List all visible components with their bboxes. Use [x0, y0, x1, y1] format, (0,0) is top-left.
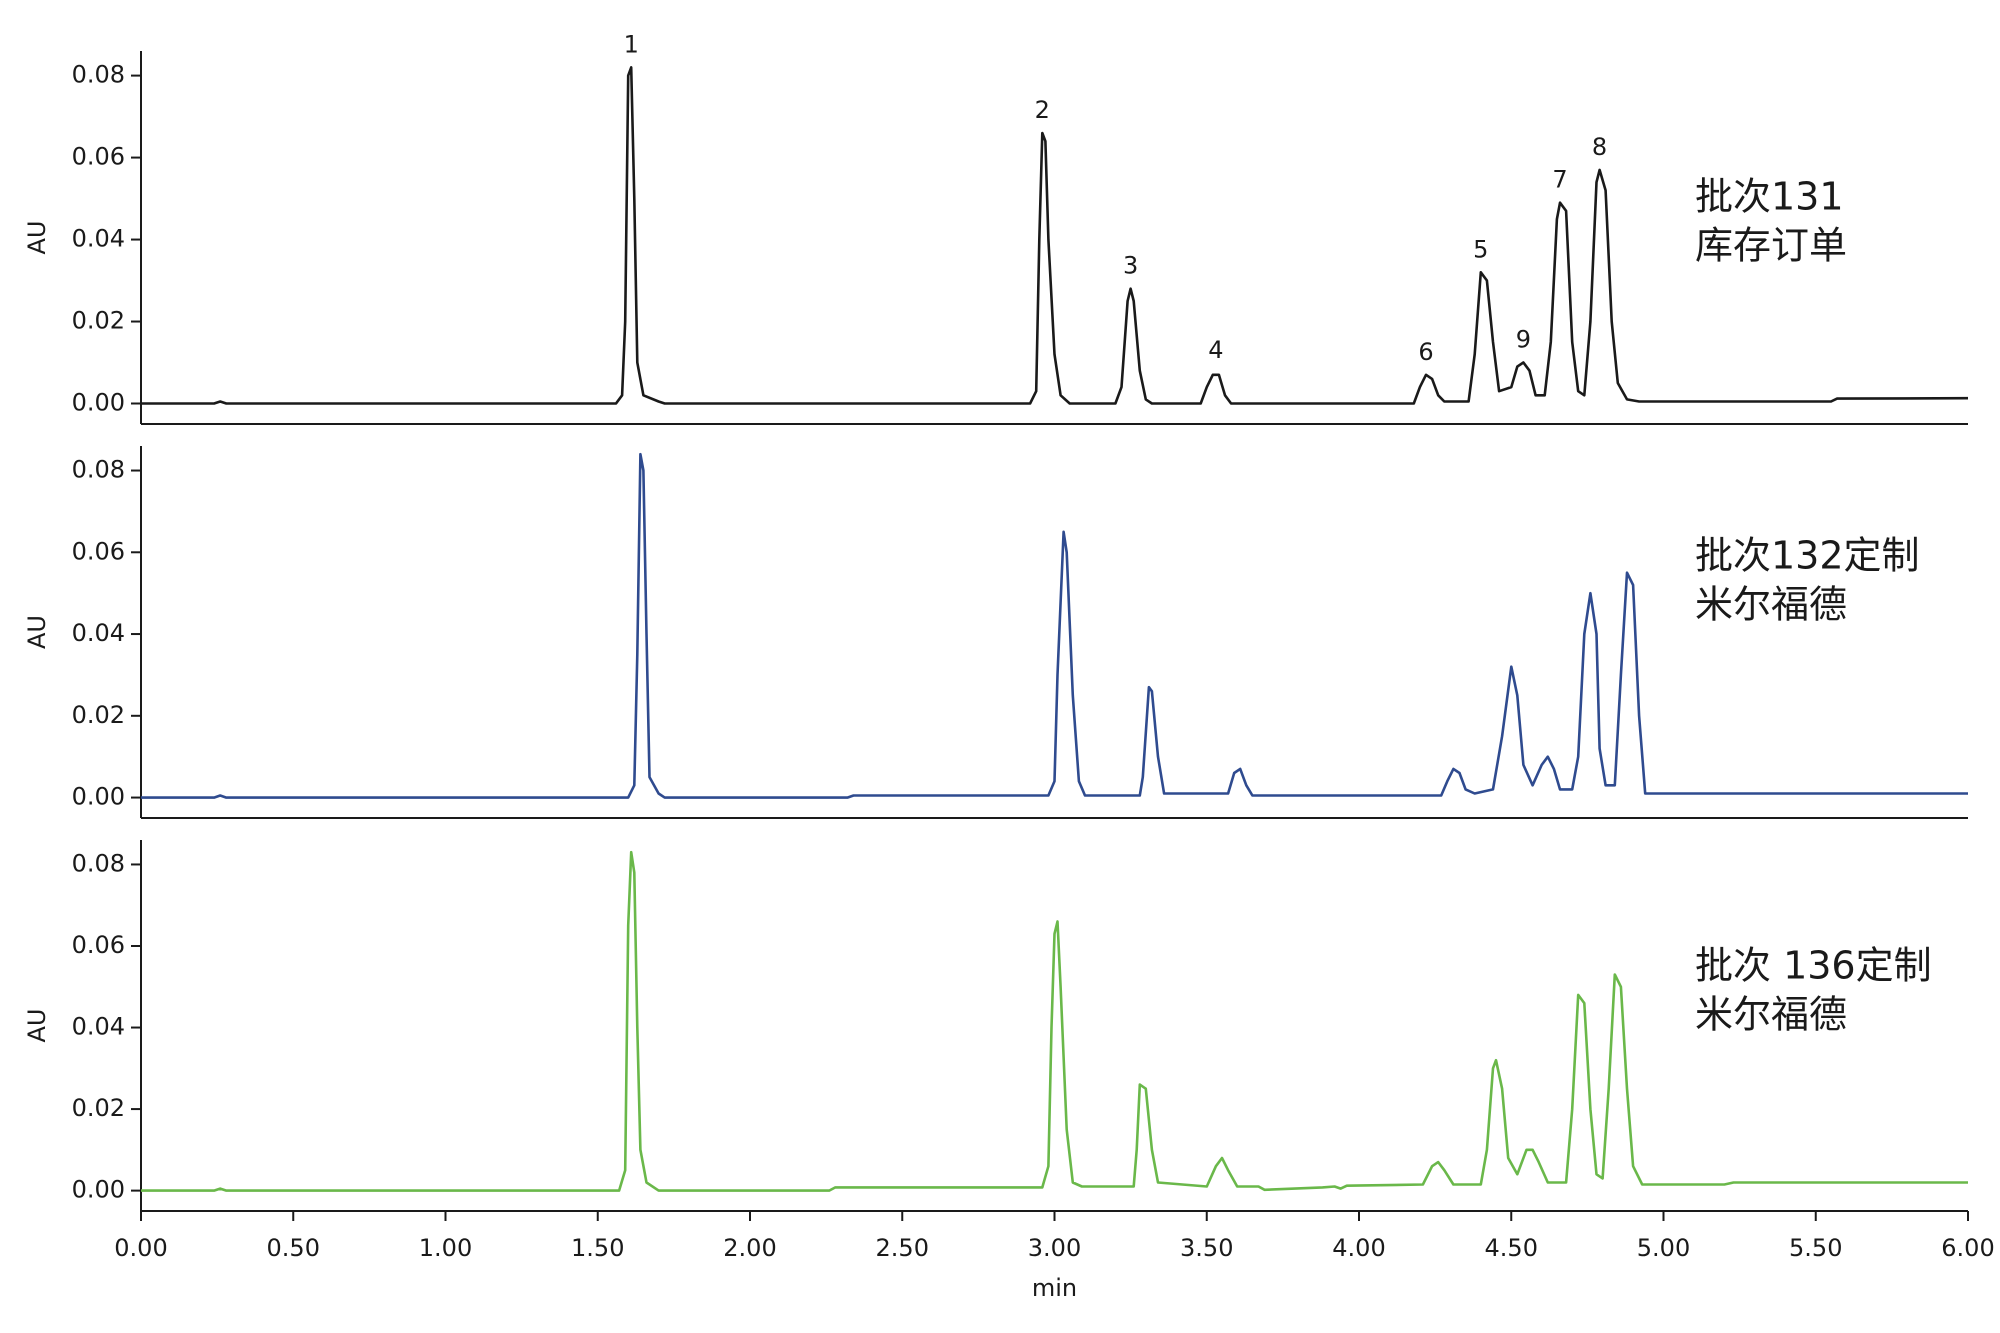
x-tick-label: 4.00	[1332, 1234, 1385, 1262]
y-tick-label: 0.04	[72, 619, 125, 647]
y-tick-label: 0.08	[72, 456, 125, 484]
chromatogram-line	[141, 850, 1968, 1192]
x-axis-label: min	[1032, 1274, 1077, 1302]
x-tick-label: 6.00	[1941, 1234, 1994, 1262]
legend-label: 库存订单	[1695, 224, 1847, 268]
x-tick-label: 3.50	[1180, 1234, 1233, 1262]
y-axis-label: AU	[23, 615, 51, 649]
y-tick-label: 0.00	[72, 389, 125, 417]
y-tick-label: 0.06	[72, 931, 125, 959]
legend-label: 米尔福德	[1695, 583, 1847, 627]
x-tick-label: 2.50	[876, 1234, 929, 1262]
y-tick-label: 0.02	[72, 701, 125, 729]
y-tick-label: 0.06	[72, 537, 125, 565]
x-tick-label: 1.50	[571, 1234, 624, 1262]
legend-label: 批次132定制	[1695, 534, 1920, 578]
x-tick-label: 5.50	[1789, 1234, 1842, 1262]
y-tick-label: 0.08	[72, 61, 125, 89]
x-tick-label: 2.00	[723, 1234, 776, 1262]
peak-label: 6	[1418, 338, 1433, 366]
y-tick-label: 0.00	[72, 1176, 125, 1204]
x-tick-label: 3.00	[1028, 1234, 1081, 1262]
peak-label: 3	[1123, 252, 1138, 280]
legend-label: 批次 136定制	[1695, 944, 1932, 988]
x-tick-label: 0.50	[267, 1234, 320, 1262]
legend-label: 批次131	[1695, 175, 1844, 219]
x-tick-label: 0.00	[114, 1234, 167, 1262]
x-tick-label: 1.00	[419, 1234, 472, 1262]
y-tick-label: 0.04	[72, 1013, 125, 1041]
peak-label: 9	[1516, 326, 1531, 354]
y-tick-label: 0.06	[72, 143, 125, 171]
peak-label: 7	[1552, 166, 1567, 194]
peak-label: 8	[1592, 133, 1607, 161]
y-tick-label: 0.04	[72, 225, 125, 253]
y-tick-label: 0.02	[72, 1094, 125, 1122]
x-tick-label: 5.00	[1637, 1234, 1690, 1262]
peak-label: 4	[1208, 336, 1223, 364]
y-tick-label: 0.02	[72, 307, 125, 335]
chromatogram-line	[141, 452, 1968, 799]
x-tick-label: 4.50	[1485, 1234, 1538, 1262]
y-axis-label: AU	[23, 1009, 51, 1043]
peak-label: 5	[1473, 235, 1488, 263]
peak-label: 2	[1035, 96, 1050, 124]
y-axis-label: AU	[23, 221, 51, 255]
peak-label: 1	[624, 30, 639, 58]
chromatogram-line	[141, 66, 1969, 405]
y-tick-label: 0.08	[72, 849, 125, 877]
y-tick-label: 0.00	[72, 783, 125, 811]
legend-label: 米尔福德	[1695, 993, 1847, 1037]
